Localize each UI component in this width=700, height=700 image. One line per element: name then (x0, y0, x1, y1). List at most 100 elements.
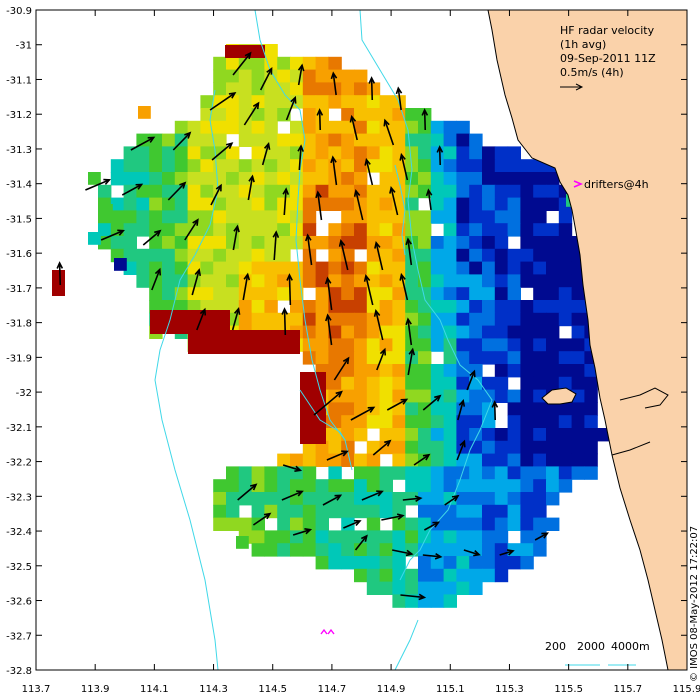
velocity-cell (482, 287, 496, 301)
velocity-cell (482, 312, 496, 327)
velocity-cell (302, 466, 317, 480)
velocity-cell (290, 120, 304, 135)
velocity-cell (469, 146, 483, 160)
velocity-arrow (381, 513, 405, 521)
velocity-cell (200, 210, 214, 224)
velocity-cell (405, 338, 419, 352)
velocity-cell (430, 364, 445, 378)
velocity-cell (494, 184, 509, 199)
velocity-cell (366, 210, 381, 224)
velocity-arrow (343, 519, 362, 529)
velocity-cell (558, 236, 573, 250)
velocity-cell (482, 415, 496, 429)
velocity-cell (469, 568, 483, 583)
velocity-cell (379, 223, 393, 237)
velocity-cell (571, 312, 585, 327)
velocity-cell (238, 120, 253, 135)
velocity-cell (392, 556, 406, 570)
velocity-cell (443, 517, 457, 531)
velocity-cell (418, 581, 432, 595)
velocity-cell (405, 210, 419, 224)
lat-tick-label: -32.6 (6, 597, 32, 608)
velocity-cell (430, 581, 445, 595)
velocity-cell (123, 159, 137, 173)
velocity-cell (546, 479, 560, 493)
velocity-cell (277, 504, 291, 519)
velocity-cell (469, 492, 483, 506)
velocity-cell-high (52, 270, 65, 296)
velocity-cell (494, 261, 509, 275)
velocity-cell (558, 479, 573, 493)
velocity-cell (315, 172, 329, 186)
velocity-cell (507, 556, 521, 570)
velocity-cell (392, 338, 406, 352)
velocity-arrow (389, 185, 399, 216)
velocity-cell (443, 543, 457, 557)
velocity-cell (520, 184, 534, 199)
velocity-cell (341, 530, 355, 544)
axis-ticks (35, 9, 688, 671)
velocity-cell (469, 223, 483, 237)
velocity-cell (366, 479, 381, 493)
velocity-cell (379, 492, 393, 506)
velocity-cell (469, 197, 483, 211)
velocity-cell (251, 172, 265, 186)
velocity-cell (379, 300, 393, 314)
velocity-cell (520, 210, 534, 224)
velocity-cell (264, 159, 278, 173)
velocity-cell (213, 120, 227, 135)
velocity-cell (546, 223, 560, 237)
velocity-cell (200, 159, 214, 173)
velocity-cell (456, 300, 470, 314)
velocity-cell (328, 376, 342, 391)
velocity-cell (328, 312, 342, 327)
velocity-cell (110, 197, 125, 211)
velocity-cell (315, 338, 329, 352)
velocity-cell (469, 300, 483, 314)
velocity-cell (238, 172, 253, 186)
velocity-arrow (232, 224, 240, 251)
velocity-cell (558, 300, 573, 314)
velocity-cell (520, 236, 534, 250)
velocity-cell (469, 261, 483, 275)
velocity-cell (187, 172, 201, 186)
velocity-cell (174, 223, 189, 237)
velocity-cell (482, 556, 496, 570)
velocity-cell (482, 568, 496, 583)
velocity-cell (213, 504, 227, 519)
velocity-cell (354, 223, 368, 237)
lon-tick-label: 115.3 (495, 684, 524, 695)
velocity-cell (456, 325, 470, 339)
velocity-cell (456, 184, 470, 199)
velocity-cell (533, 300, 547, 314)
velocity-cell (494, 492, 509, 506)
velocity-cell (430, 172, 445, 186)
velocity-cell (392, 453, 406, 467)
velocity-cell (469, 364, 483, 378)
velocity-cell (174, 159, 189, 173)
velocity-cell (443, 594, 457, 608)
velocity-cell (418, 504, 432, 519)
velocity-cell (366, 581, 381, 595)
velocity-cell (354, 479, 368, 493)
velocity-cell (533, 197, 547, 211)
velocity-cell (187, 146, 201, 160)
velocity-cell (302, 543, 317, 557)
velocity-cell (290, 312, 304, 327)
velocity-arrow (121, 183, 144, 196)
velocity-cell (290, 261, 304, 275)
velocity-cell (430, 248, 445, 263)
velocity-cell (456, 236, 470, 250)
velocity-cell (405, 530, 419, 544)
velocity-cell (264, 95, 278, 109)
velocity-cell (379, 133, 393, 147)
velocity-cell (251, 210, 265, 224)
lon-tick-label: 115.5 (554, 684, 583, 695)
velocity-cell (379, 108, 393, 122)
velocity-cell (520, 376, 534, 391)
velocity-cell (277, 466, 291, 480)
velocity-cell (507, 389, 521, 403)
velocity-cell (341, 146, 355, 160)
velocity-cell (430, 428, 445, 442)
velocity-cell (379, 95, 393, 109)
